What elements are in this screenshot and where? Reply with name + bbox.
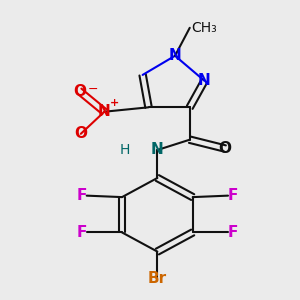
Text: F: F — [228, 188, 238, 203]
Text: CH₃: CH₃ — [191, 21, 217, 35]
Text: Br: Br — [148, 271, 167, 286]
Text: F: F — [76, 225, 87, 240]
Text: O: O — [73, 84, 86, 99]
Text: O: O — [219, 141, 232, 156]
Text: H: H — [120, 143, 130, 157]
Text: N: N — [151, 142, 164, 158]
Text: F: F — [228, 225, 238, 240]
Text: O: O — [74, 126, 87, 141]
Text: N: N — [98, 104, 111, 119]
Text: +: + — [110, 98, 119, 108]
Text: −: − — [87, 83, 98, 96]
Text: F: F — [76, 188, 87, 203]
Text: N: N — [169, 48, 182, 63]
Text: N: N — [198, 73, 211, 88]
